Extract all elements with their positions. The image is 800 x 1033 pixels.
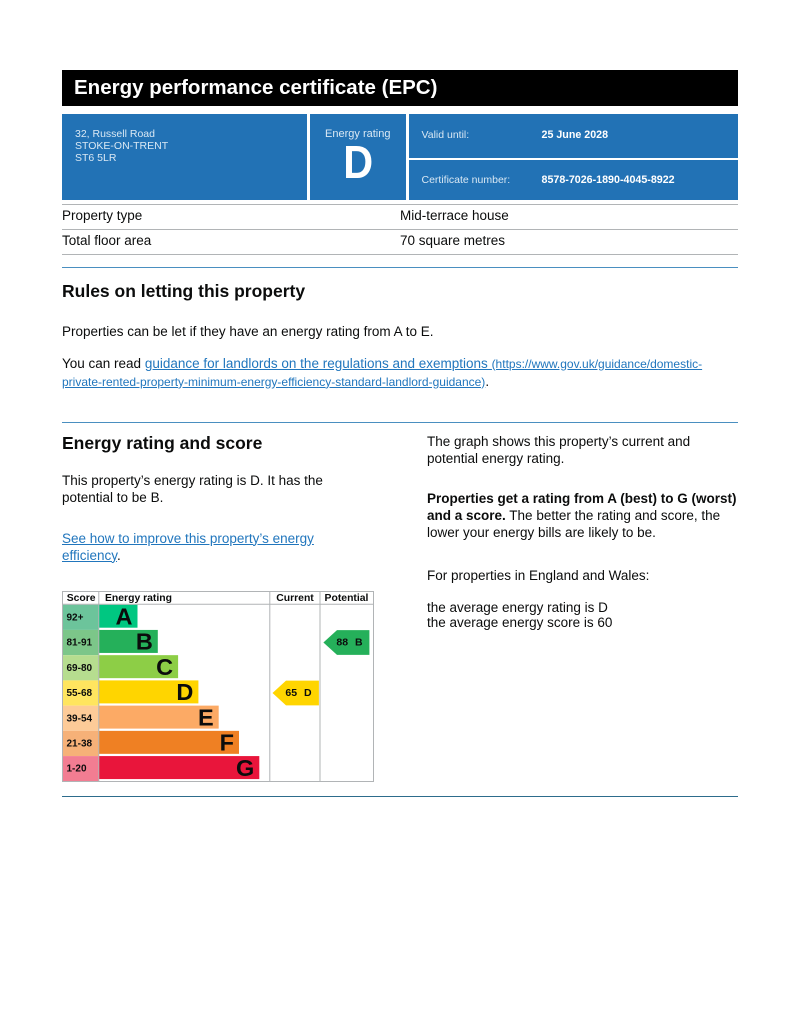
svg-text:1-20: 1-20	[66, 764, 86, 775]
svg-text:81-91: 81-91	[66, 638, 92, 649]
svg-text:D: D	[176, 679, 193, 705]
svg-text:F: F	[219, 730, 233, 756]
svg-text:65 D: 65 D	[285, 687, 312, 699]
svg-text:Potential: Potential	[324, 593, 368, 604]
svg-text:G: G	[236, 755, 254, 781]
svg-text:Energy rating: Energy rating	[105, 593, 172, 604]
svg-text:A: A	[115, 604, 132, 630]
svg-text:39-54: 39-54	[66, 713, 92, 724]
svg-text:Score: Score	[66, 593, 95, 604]
svg-text:B: B	[135, 629, 152, 655]
svg-text:92+: 92+	[66, 613, 83, 624]
svg-text:88 B: 88 B	[336, 637, 363, 649]
svg-text:C: C	[156, 654, 173, 680]
svg-text:21-38: 21-38	[66, 739, 92, 750]
svg-text:55-68: 55-68	[66, 688, 92, 699]
svg-text:69-80: 69-80	[66, 663, 92, 674]
svg-text:Current: Current	[276, 593, 314, 604]
svg-text:E: E	[198, 704, 214, 730]
